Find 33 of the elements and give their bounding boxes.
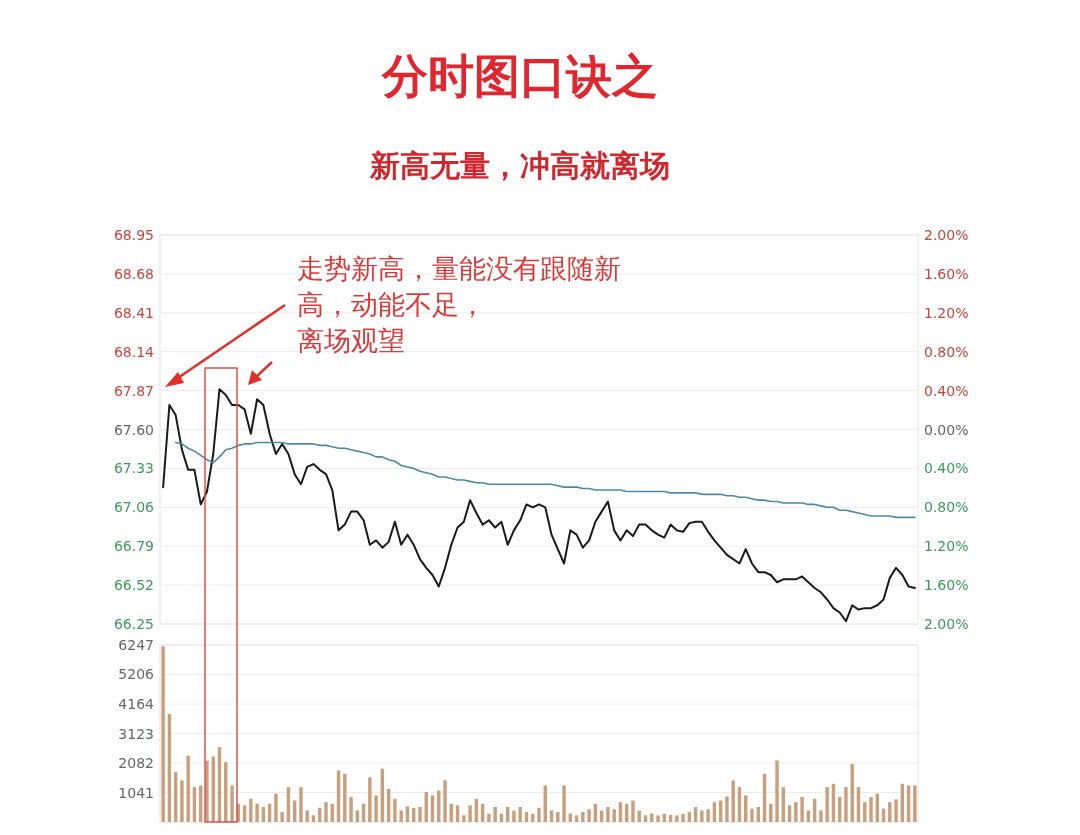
y2tick: 1.60% [924,265,969,282]
ytick: 68.41 [113,304,154,321]
ytick: 2082 [118,755,154,771]
y2tick: 0.40% [924,460,969,477]
annotation: 走势新高，量能没有跟随新 [297,253,621,284]
ytick: 67.06 [113,499,154,516]
y2tick: 0.80% [924,343,969,360]
ytick: 66.25 [113,616,154,632]
ytick: 4164 [118,696,154,712]
annotation: 离场观望 [297,325,405,356]
y2tick: 2.00% [924,616,969,632]
ytick: 68.95 [113,227,154,243]
title: 分时图口诀之 [382,49,658,103]
y2tick: 2.00% [924,227,969,243]
y2tick: 0.80% [924,499,969,516]
ytick: 68.68 [113,265,154,282]
ytick: 6247 [118,637,154,653]
ytick: 3123 [118,725,154,742]
y2tick: 1.20% [924,538,969,555]
subtitle: 新高无量，冲高就离场 [370,148,670,183]
ytick: 67.33 [113,460,154,477]
y2tick: 1.60% [924,577,969,594]
ytick: 67.87 [113,382,154,399]
ytick: 68.14 [113,343,154,360]
ytick: 67.60 [113,421,154,438]
y2tick: 0.00% [924,421,969,438]
y2tick: 0.40% [924,382,969,399]
ytick: 1041 [118,784,154,801]
ytick: 66.52 [113,577,154,594]
annotation: 高，动能不足， [297,289,486,320]
ytick: 66.79 [113,538,154,555]
ytick: 5206 [118,666,154,683]
y2tick: 1.20% [924,304,969,321]
